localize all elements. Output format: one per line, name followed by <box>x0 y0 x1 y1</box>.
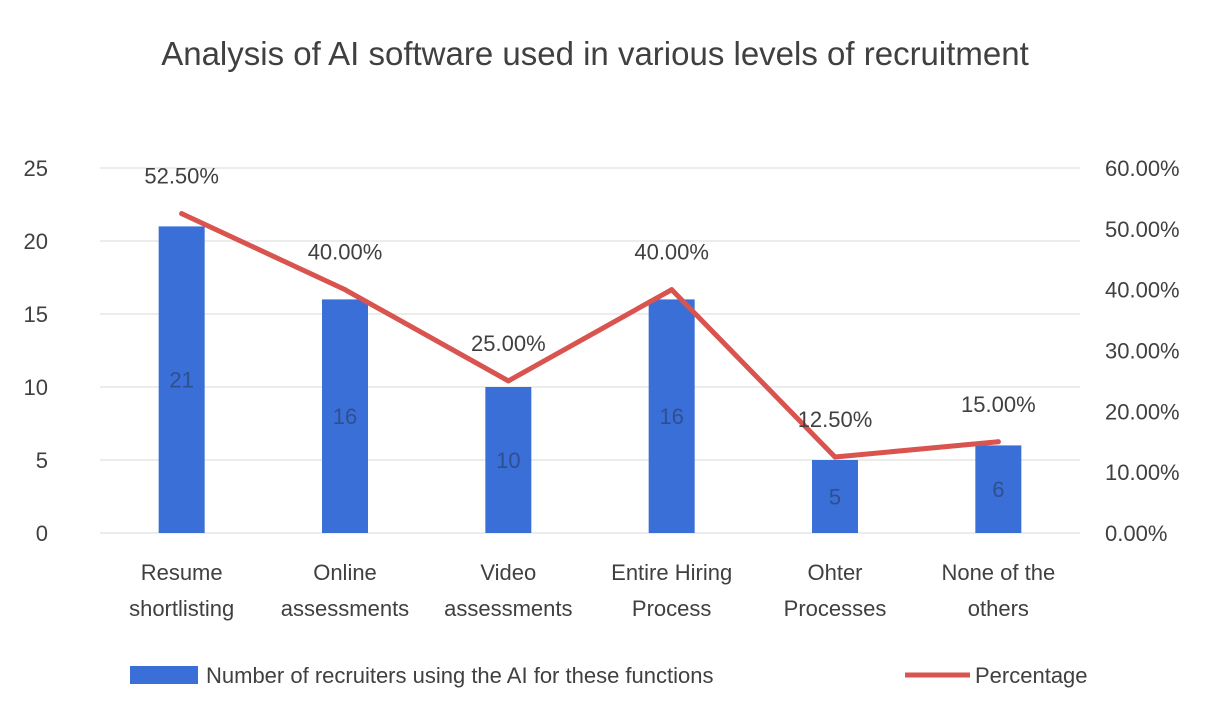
bar-data-label: 5 <box>829 485 841 510</box>
line-point <box>832 454 838 460</box>
y-left-tick-label: 10 <box>24 375 48 400</box>
line-point <box>995 439 1001 445</box>
line-point <box>342 287 348 293</box>
x-category-label: Ohter Processes <box>784 560 887 621</box>
line-point <box>179 211 185 217</box>
x-category-label: None of the others <box>941 560 1055 621</box>
x-category-label: Video assessments <box>444 560 572 621</box>
line-data-label: 15.00% <box>961 392 1036 417</box>
line-data-label: 25.00% <box>471 331 546 356</box>
line-data-label: 12.50% <box>798 407 873 432</box>
legend-bar-label: Number of recruiters using the AI for th… <box>206 663 713 688</box>
chart-title: Analysis of AI software used in various … <box>161 35 1029 72</box>
x-category-label: Entire Hiring Process <box>611 560 732 621</box>
legend-bar-swatch <box>130 666 198 684</box>
line-data-label: 40.00% <box>634 240 709 265</box>
y-right-tick-label: 10.00% <box>1105 460 1180 485</box>
line-data-label: 40.00% <box>308 240 383 265</box>
bar-data-label: 16 <box>659 404 683 429</box>
line-point <box>505 378 511 384</box>
bar <box>485 387 532 533</box>
bar <box>648 299 695 533</box>
y-left-tick-label: 25 <box>24 156 48 181</box>
y-right-tick-label: 40.00% <box>1105 278 1180 303</box>
bar-data-label: 6 <box>992 477 1004 502</box>
bar <box>975 445 1022 533</box>
y-right-tick-label: 0.00% <box>1105 521 1167 546</box>
y-right-tick-label: 20.00% <box>1105 399 1180 424</box>
x-category-label: Online assessments <box>281 560 409 621</box>
bar-data-label: 21 <box>169 368 193 393</box>
line-data-label: 52.50% <box>144 164 219 189</box>
legend-line-label: Percentage <box>975 663 1088 688</box>
y-right-tick-label: 50.00% <box>1105 217 1180 242</box>
bar-data-label: 16 <box>333 404 357 429</box>
y-right-tick-label: 60.00% <box>1105 156 1180 181</box>
bar <box>322 299 368 533</box>
x-category-label: Resume shortlisting <box>129 560 234 621</box>
bar <box>812 460 858 533</box>
y-right-tick-label: 30.00% <box>1105 339 1180 364</box>
y-left-tick-label: 15 <box>24 302 48 327</box>
line-point <box>669 287 675 293</box>
bar-data-label: 10 <box>496 448 520 473</box>
percentage-line <box>179 211 1001 460</box>
y-left-tick-label: 5 <box>36 448 48 473</box>
bar <box>158 226 205 533</box>
y-left-tick-label: 20 <box>24 229 48 254</box>
y-left-tick-label: 0 <box>36 521 48 546</box>
